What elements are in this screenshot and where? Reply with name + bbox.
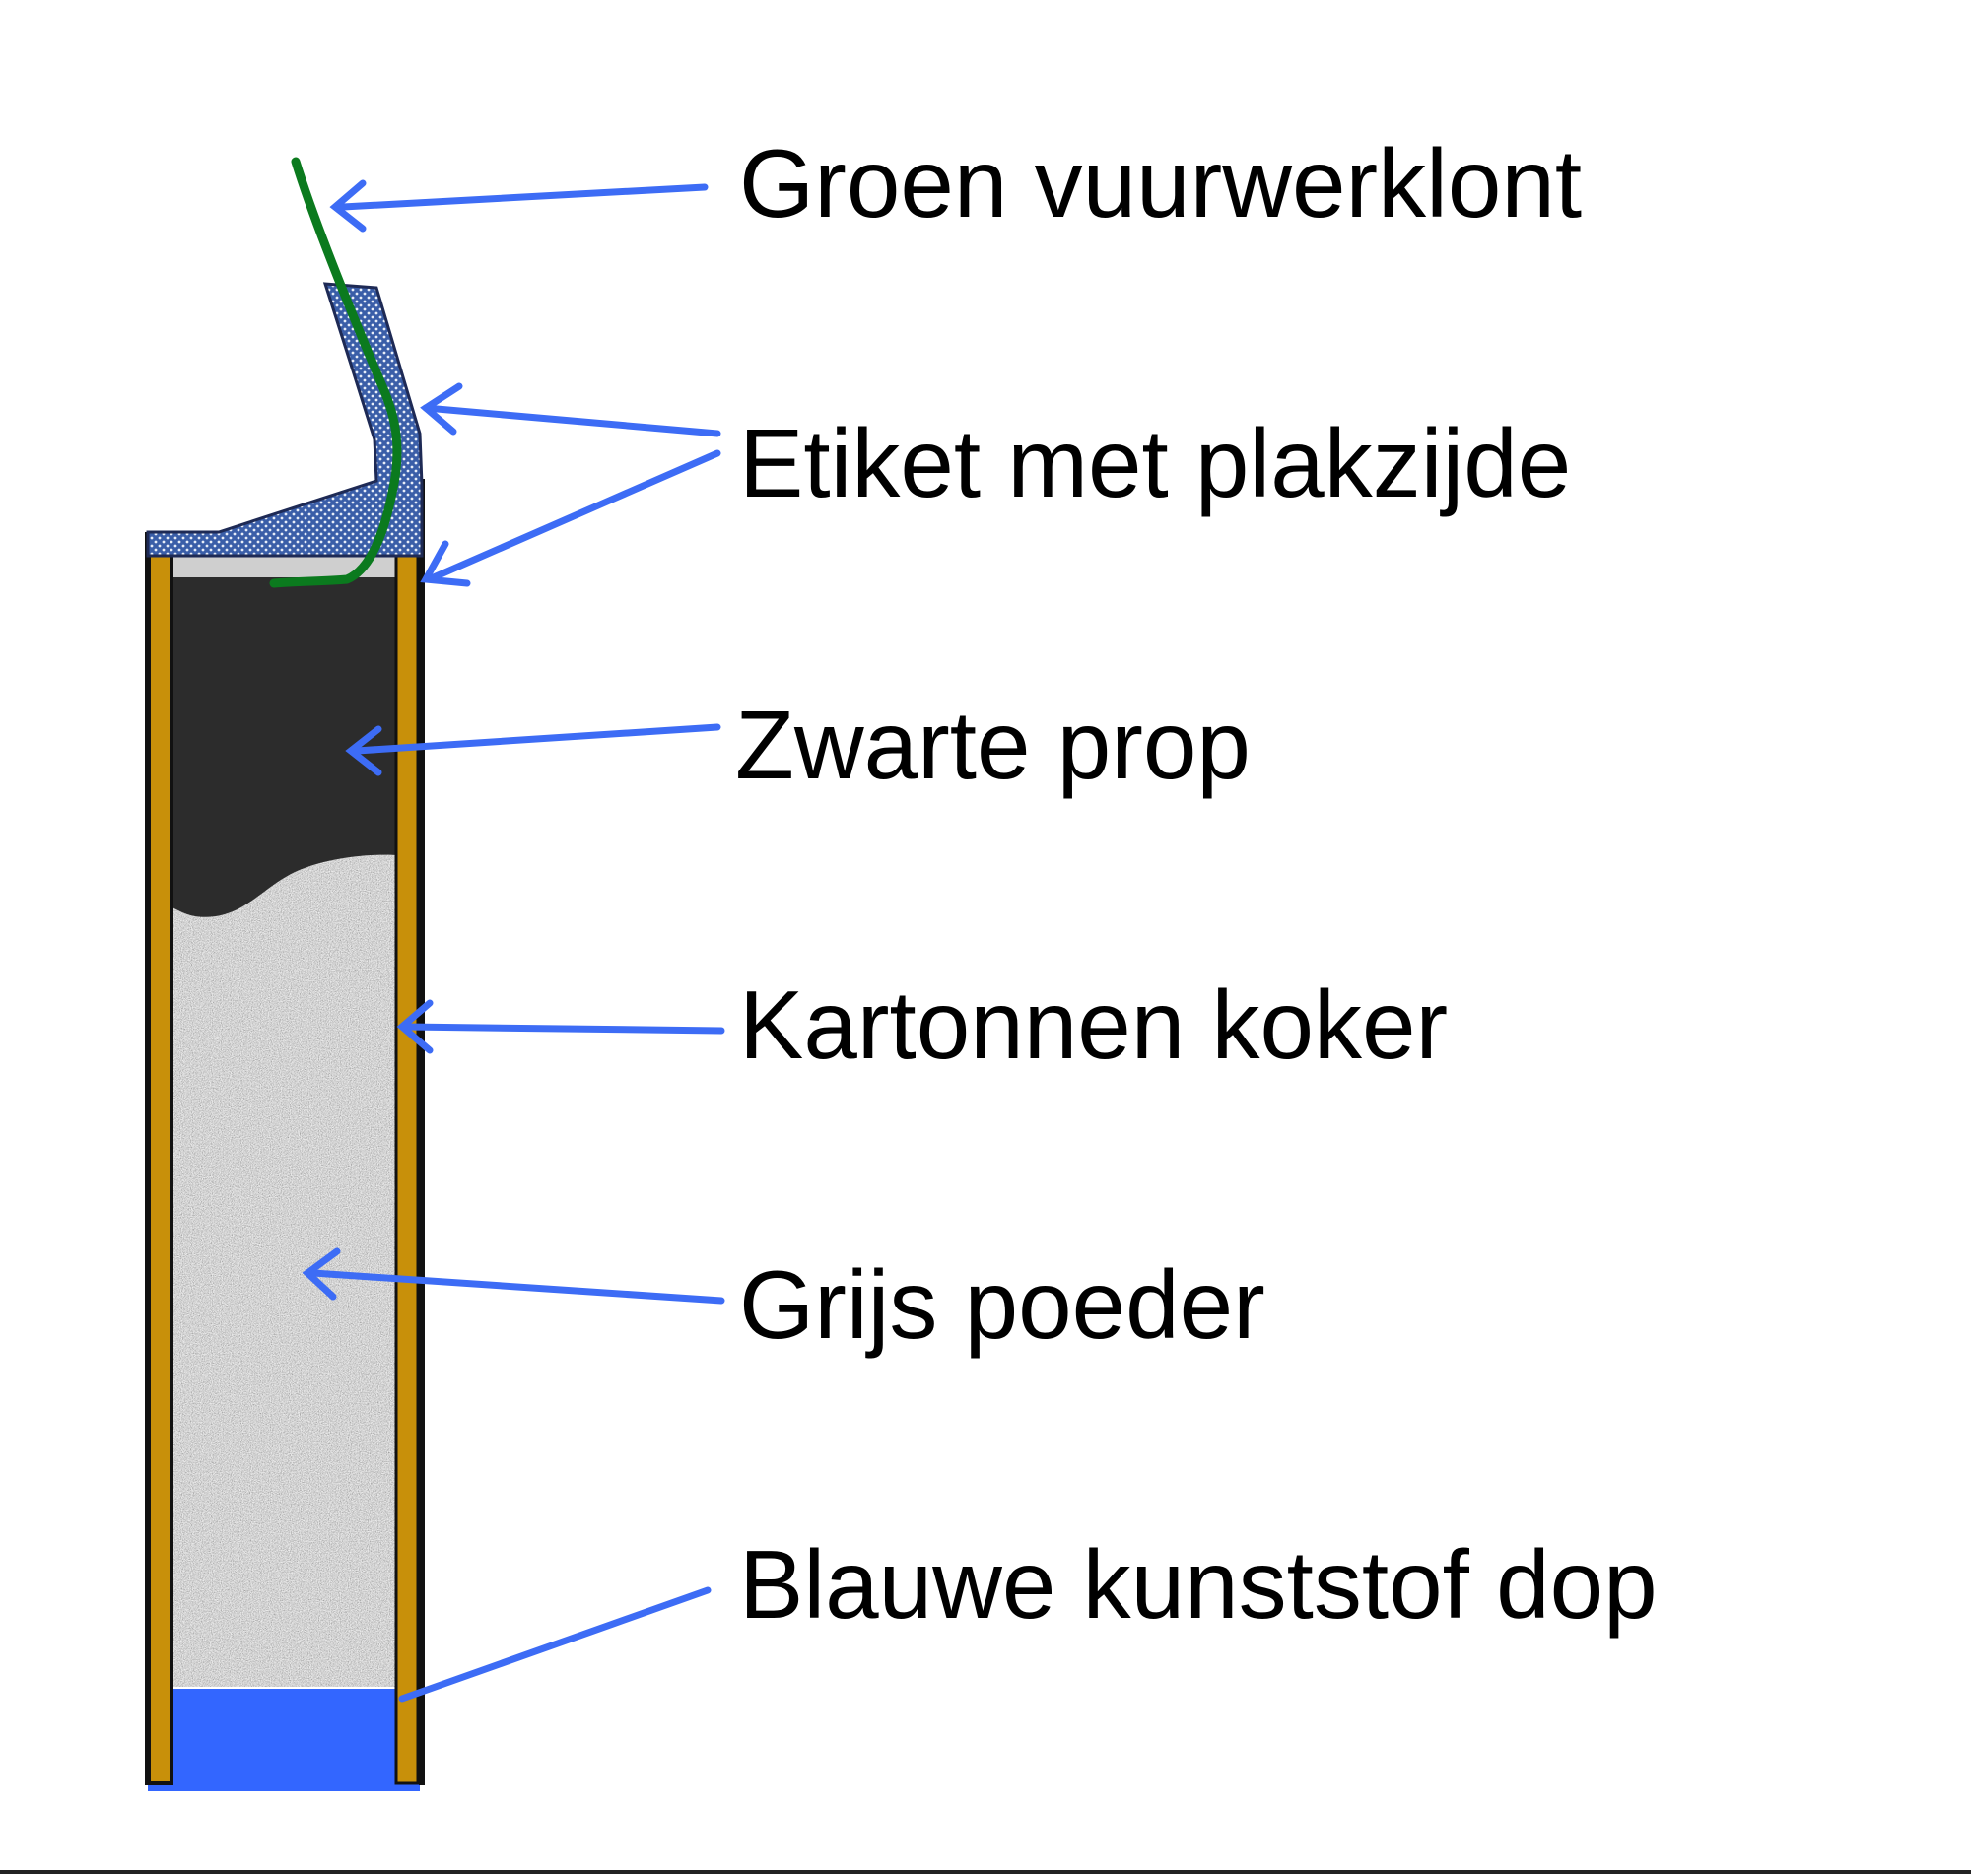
arrow-label-upper bbox=[422, 404, 721, 437]
arrow-cap bbox=[398, 1586, 712, 1703]
arrow-fuse bbox=[339, 183, 709, 211]
blue-cap-bottom-edge bbox=[148, 1781, 420, 1791]
arrow-fuse-head bbox=[329, 179, 367, 233]
label-adhesive-label: Etiket met plakzijde bbox=[739, 409, 1571, 517]
green-fuse bbox=[269, 157, 402, 588]
adhesive-label bbox=[146, 282, 424, 558]
arrow-powder-head bbox=[302, 1247, 341, 1301]
air-gap bbox=[170, 557, 398, 578]
arrow-tube bbox=[402, 1023, 725, 1035]
pointer-arrows bbox=[302, 179, 725, 1703]
arrow-plug bbox=[353, 723, 721, 755]
arrow-powder bbox=[309, 1269, 725, 1305]
label-cap: Blauwe kunststof dop bbox=[739, 1530, 1658, 1639]
black-plug bbox=[170, 577, 398, 917]
label-powder: Grijs poeder bbox=[739, 1250, 1265, 1359]
label-tube: Kartonnen koker bbox=[739, 971, 1448, 1079]
arrow-label-lower-head bbox=[420, 540, 471, 587]
grey-powder bbox=[171, 847, 396, 1687]
arrow-tube-head bbox=[396, 999, 434, 1054]
arrow-label-upper-head bbox=[420, 382, 463, 436]
blue-plastic-cap bbox=[170, 1689, 398, 1791]
label-fuse: Groen vuurwerklont bbox=[739, 129, 1582, 237]
arrow-plug-head bbox=[345, 725, 382, 776]
arrow-label-lower bbox=[430, 449, 721, 581]
label-plug: Zwarte prop bbox=[735, 691, 1251, 799]
